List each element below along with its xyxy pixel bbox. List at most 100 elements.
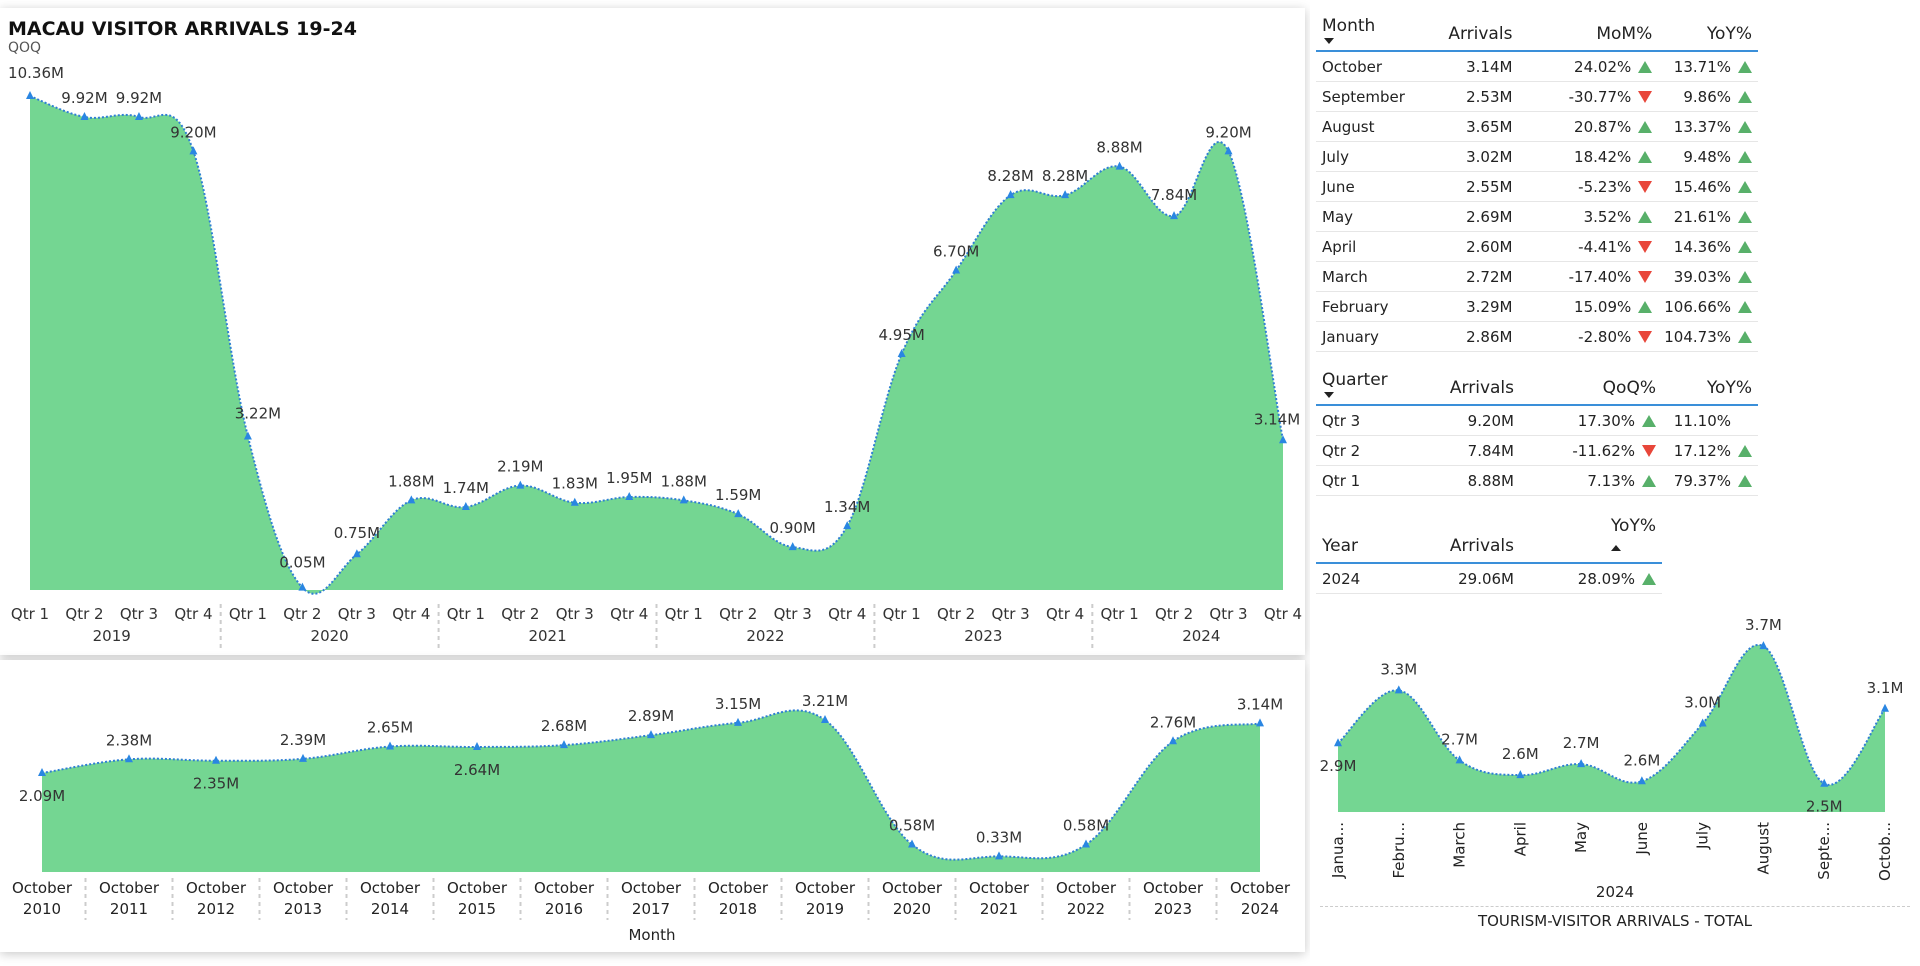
monthly-point[interactable]	[1820, 778, 1829, 787]
yoy-cell-value: 13.37%	[1673, 117, 1731, 136]
october-point[interactable]	[647, 730, 655, 739]
month-tick-label: October	[1143, 879, 1204, 897]
table-row[interactable]: October 3.14M 24.02% 13.71%	[1316, 51, 1758, 82]
quarterly-point[interactable]	[1006, 190, 1015, 199]
quarterly-point[interactable]	[843, 521, 852, 530]
october-point[interactable]	[821, 715, 829, 723]
october-point[interactable]	[1082, 839, 1090, 848]
arrivals-header[interactable]: Arrivals	[1423, 516, 1520, 564]
month-cell: October	[1316, 51, 1437, 82]
october-point[interactable]	[386, 741, 394, 750]
quarterly-point[interactable]	[189, 146, 198, 155]
yoy-cell: 28.09%	[1520, 563, 1662, 594]
monthly-data-label: 2.7M	[1441, 730, 1478, 748]
monthly-point[interactable]	[1577, 759, 1586, 768]
quarterly-data-label: 1.83M	[552, 475, 598, 493]
table-row[interactable]: June 2.55M -5.23% 15.46%	[1316, 171, 1758, 202]
october-point[interactable]	[125, 754, 133, 763]
footer-divider	[1320, 906, 1910, 907]
monthly-point[interactable]	[1516, 770, 1525, 779]
arrivals-cell: 2.72M	[1436, 261, 1519, 292]
monthly-point[interactable]	[1759, 641, 1768, 650]
quarterly-point[interactable]	[1115, 161, 1124, 170]
yoy-header[interactable]: YoY%	[1658, 14, 1758, 52]
yoy-header-label: YoY%	[1610, 516, 1656, 536]
october-point[interactable]	[908, 839, 916, 848]
qoq-header[interactable]: QoQ%	[1520, 368, 1662, 406]
quarterly-point[interactable]	[625, 492, 634, 501]
october-point[interactable]	[38, 768, 46, 777]
yoy-cell: 15.46%	[1658, 171, 1758, 202]
table-row[interactable]: Qtr 2 7.84M -11.62% 17.12%	[1316, 435, 1758, 466]
table-row[interactable]: 2024 29.06M 28.09%	[1316, 563, 1662, 594]
yoy-cell-value: 106.66%	[1664, 297, 1731, 316]
table-row[interactable]: September 2.53M -30.77% 9.86%	[1316, 81, 1758, 112]
table-row[interactable]: Qtr 3 9.20M 17.30% 11.10%	[1316, 405, 1758, 436]
october-point[interactable]	[473, 741, 481, 750]
year-header[interactable]: Year	[1316, 516, 1423, 564]
monthly-point[interactable]	[1698, 718, 1707, 727]
october-point[interactable]	[299, 753, 307, 762]
yoy-header[interactable]: YoY%	[1520, 516, 1662, 564]
quarterly-point[interactable]	[1279, 435, 1287, 444]
quarter-tick-label: Qtr 3	[992, 605, 1030, 623]
quarterly-point[interactable]	[243, 431, 252, 440]
quarter-tick-label: Qtr 4	[392, 605, 430, 623]
monthly-point[interactable]	[1881, 703, 1889, 712]
quarterly-point[interactable]	[26, 91, 34, 99]
quarterly-point[interactable]	[570, 497, 579, 506]
quarterly-point[interactable]	[1061, 190, 1070, 199]
arrivals-header[interactable]: Arrivals	[1436, 14, 1519, 52]
table-row[interactable]: January 2.86M -2.80% 104.73%	[1316, 321, 1758, 352]
month-header-label: Month	[1322, 16, 1376, 36]
monthly-point[interactable]	[1455, 755, 1464, 764]
october-data-label: 0.33M	[976, 828, 1022, 846]
quarterly-point[interactable]	[516, 480, 525, 489]
month-header[interactable]: Month	[1316, 14, 1437, 52]
year-tick-label: 2021	[528, 627, 566, 645]
quarterly-point[interactable]	[134, 111, 143, 120]
year-tick-label: 2019	[93, 627, 131, 645]
quarterly-area-chart[interactable]: 10.36M 9.92M 9.92M 9.20M 3.22M 0.05M 0.75M 1.88…	[0, 8, 1305, 655]
quarterly-point[interactable]	[788, 542, 797, 551]
quarterly-data-label: 3.22M	[235, 404, 281, 422]
october-point[interactable]	[1256, 718, 1264, 727]
quarter-tick-label: Qtr 3	[556, 605, 594, 623]
quarterly-point[interactable]	[952, 265, 961, 274]
quarterly-data-label: 7.84M	[1151, 186, 1197, 204]
arrivals-header[interactable]: Arrivals	[1438, 368, 1520, 406]
table-row[interactable]: February 3.29M 15.09% 106.66%	[1316, 291, 1758, 322]
quarterly-point[interactable]	[897, 348, 906, 357]
table-row[interactable]: August 3.65M 20.87% 13.37%	[1316, 111, 1758, 142]
quarter-header[interactable]: Quarter	[1316, 368, 1438, 406]
table-row[interactable]: May 2.69M 3.52% 21.61%	[1316, 201, 1758, 232]
monthly-area-chart[interactable]: 2.9M 3.3M 2.7M 2.6M 2.7M 2.6M 3.0M 3.7M 2.5M 3.1M…	[1310, 600, 1920, 901]
monthly-point[interactable]	[1637, 776, 1646, 785]
quarterly-point[interactable]	[461, 502, 470, 511]
yoy-header[interactable]: YoY%	[1662, 368, 1758, 406]
quarterly-point[interactable]	[407, 495, 416, 504]
table-row[interactable]: March 2.72M -17.40% 39.03%	[1316, 261, 1758, 292]
quarterly-point[interactable]	[352, 549, 361, 558]
quarterly-point[interactable]	[1224, 146, 1233, 155]
quarter-cell-value: Qtr 2	[1322, 441, 1361, 460]
up-arrow-icon	[1738, 444, 1752, 457]
quarterly-point[interactable]	[80, 111, 89, 120]
mom-header[interactable]: MoM%	[1518, 14, 1659, 52]
october-point[interactable]	[212, 755, 220, 764]
october-point[interactable]	[734, 717, 742, 726]
quarterly-point[interactable]	[679, 495, 688, 504]
year-tick-label: 2017	[632, 900, 670, 918]
monthly-point[interactable]	[1394, 685, 1403, 694]
quarterly-point[interactable]	[734, 509, 743, 518]
october-point[interactable]	[995, 851, 1003, 860]
table-row[interactable]: July 3.02M 18.42% 9.48%	[1316, 141, 1758, 172]
monthly-point[interactable]	[1334, 738, 1342, 747]
quarterly-point[interactable]	[298, 582, 307, 591]
table-row[interactable]: April 2.60M -4.41% 14.36%	[1316, 231, 1758, 262]
table-row[interactable]: Qtr 1 8.88M 7.13% 79.37%	[1316, 465, 1758, 496]
quarterly-point[interactable]	[1170, 211, 1179, 220]
october-area-chart[interactable]: 2.09M 2.38M 2.35M 2.39M 2.65M 2.64M 2.68M 2.89M…	[0, 660, 1305, 952]
october-point[interactable]	[560, 740, 568, 749]
october-point[interactable]	[1169, 736, 1177, 745]
